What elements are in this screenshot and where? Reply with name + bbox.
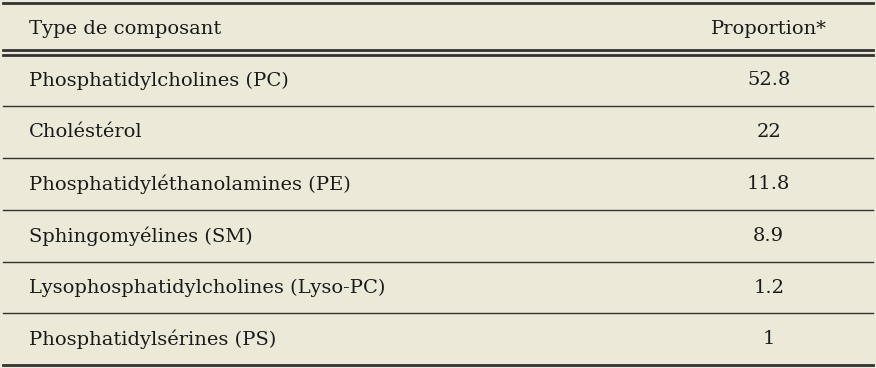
Text: 1: 1 xyxy=(763,330,775,348)
Text: 22: 22 xyxy=(756,123,781,141)
Text: 11.8: 11.8 xyxy=(747,175,790,193)
Text: Phosphatidyléthanolamines (PE): Phosphatidyléthanolamines (PE) xyxy=(29,174,350,194)
Text: Lysophosphatidylcholines (Lyso-PC): Lysophosphatidylcholines (Lyso-PC) xyxy=(29,279,385,297)
Text: Sphingomyélines (SM): Sphingomyélines (SM) xyxy=(29,226,252,245)
Text: Phosphatidylsérines (PS): Phosphatidylsérines (PS) xyxy=(29,330,276,349)
Text: 52.8: 52.8 xyxy=(747,71,790,89)
Text: Phosphatidylcholines (PC): Phosphatidylcholines (PC) xyxy=(29,71,288,89)
Text: Choléstérol: Choléstérol xyxy=(29,123,143,141)
Text: 1.2: 1.2 xyxy=(753,279,784,297)
Text: Proportion*: Proportion* xyxy=(710,20,827,38)
Text: Type de composant: Type de composant xyxy=(29,20,221,38)
Text: 8.9: 8.9 xyxy=(753,227,784,245)
